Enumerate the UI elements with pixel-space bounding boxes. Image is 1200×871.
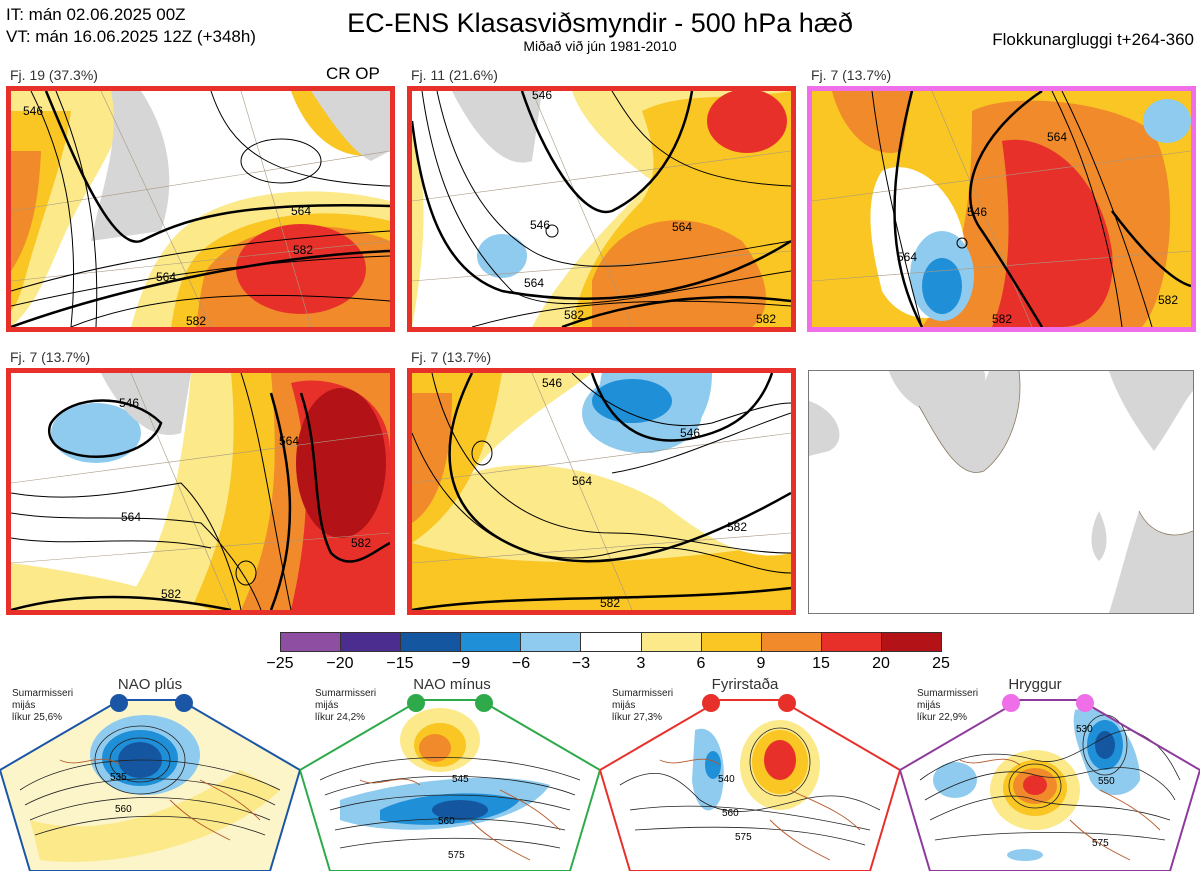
cluster-1-contour-label: 564: [291, 204, 311, 218]
colorbar-tick: −15: [386, 655, 414, 672]
cluster-2-contour-label: 546: [532, 91, 552, 102]
regime-1-title: NAO plús: [117, 676, 183, 693]
cluster-3-contour-label: 564: [897, 250, 917, 264]
cluster-1-note: CR OP: [326, 64, 380, 83]
cluster-1-map[interactable]: 546 564 564 582 582: [6, 86, 395, 332]
regime-2-note: Sumarmisseri mijás líkur 24,2%: [315, 688, 377, 723]
cluster-1-contour-label: 582: [293, 243, 313, 257]
colorbar-swatch: [821, 633, 882, 651]
colorbar-swatch: [881, 633, 942, 651]
cluster-2-contour-label: 582: [756, 312, 776, 326]
colorbar-tick: −3: [571, 655, 591, 672]
colorbar-swatch: [401, 633, 462, 651]
regime-2-contour-label: 560: [438, 816, 455, 827]
cluster-4-contour-label: 564: [279, 434, 299, 448]
colorbar-tick: 25: [932, 655, 950, 672]
classification-window: Flokkunargluggi t+264-360: [992, 30, 1194, 49]
cluster-2-contour-label: 564: [524, 276, 544, 290]
regime-4-title: Hryggur: [1008, 676, 1062, 693]
colorbar-tick: 20: [872, 655, 890, 672]
regime-4-marker-icon: [1076, 694, 1094, 712]
regime-2-map: 545 560 575: [300, 699, 600, 871]
colorbar-swatch: [521, 633, 582, 651]
cluster-1-contour-label: 582: [186, 314, 206, 327]
cluster-3-contour-label: 582: [992, 312, 1012, 326]
cluster-5-contour-label: 546: [542, 376, 562, 390]
colorbar-swatch: [581, 633, 642, 651]
colorbar-tick: −6: [511, 655, 531, 672]
regime-3-marker-icon: [702, 694, 720, 712]
colorbar-tick: −25: [266, 655, 294, 672]
cluster-5-label: Fj. 7 (13.7%): [411, 349, 492, 365]
cluster-3-label: Fj. 7 (13.7%): [811, 67, 892, 83]
cluster-5-contour-label: 582: [600, 596, 620, 610]
regime-1-marker-icon: [175, 694, 193, 712]
valid-time: VT: mán 16.06.2025 12Z (+348h): [6, 27, 256, 46]
colorbar-tick: −9: [451, 655, 471, 672]
init-time: IT: mán 02.06.2025 00Z: [6, 5, 186, 24]
cluster-4-map[interactable]: 546 564 564 582 582: [6, 368, 395, 615]
cluster-3-contour-label: 564: [1047, 130, 1067, 144]
regime-1-contour-label: 535: [110, 772, 127, 783]
cluster-2-contour-label: 582: [564, 308, 584, 322]
regime-4-note: Sumarmisseri mijás líkur 22,9%: [917, 688, 979, 723]
reference-map: [808, 370, 1194, 614]
regime-4-contour-label: 575: [1092, 838, 1109, 849]
regime-3-contour-label: 575: [735, 832, 752, 843]
regime-4-marker-icon: [1002, 694, 1020, 712]
colorbar-tick: 9: [756, 655, 766, 672]
colorbar-tick: 15: [812, 655, 830, 672]
cluster-2-contour-label: 564: [672, 220, 692, 234]
cluster-5-contour-label: 582: [727, 520, 747, 534]
colorbar-tick: −20: [326, 655, 354, 672]
colorbar-swatch: [281, 633, 342, 651]
cluster-2-map[interactable]: 546 546 564 564 582 582: [407, 86, 796, 332]
colorbar-swatch: [341, 633, 402, 651]
regime-2-title: NAO mínus: [413, 676, 491, 693]
regime-4-contour-label: 550: [1098, 776, 1115, 787]
colorbar-swatch: [461, 633, 522, 651]
regime-2-contour-label: 575: [448, 850, 465, 861]
page-title: EC-ENS Klasasviðsmyndir - 500 hPa hæð: [347, 8, 853, 38]
regime-1-marker-icon: [110, 694, 128, 712]
regime-3-title: Fyrirstaða: [711, 676, 779, 693]
cluster-5-contour-label: 546: [680, 426, 700, 440]
regime-4-map: 530 550 575: [900, 699, 1200, 871]
cluster-2-label: Fj. 11 (21.6%): [411, 67, 498, 83]
regime-2-marker-icon: [407, 694, 425, 712]
run-info: IT: mán 02.06.2025 00Z VT: mán 16.06.202…: [6, 4, 256, 48]
cluster-1-contour-label: 546: [23, 104, 43, 118]
cluster-5-contour-label: 564: [572, 474, 592, 488]
cluster-4-contour-label: 582: [161, 587, 181, 601]
regime-3-map: 540 560 575: [600, 699, 900, 871]
cluster-3-map[interactable]: 564 564 546 582 582: [807, 86, 1196, 332]
regime-3-contour-label: 560: [722, 808, 739, 819]
regime-2-contour-label: 545: [452, 774, 469, 785]
cluster-1-contour-label: 564: [156, 270, 176, 284]
cluster-4-label: Fj. 7 (13.7%): [10, 349, 91, 365]
cluster-4-contour-label: 564: [121, 510, 141, 524]
regime-1-contour-label: 560: [115, 804, 132, 815]
colorbar-tick: 6: [696, 655, 706, 672]
cluster-3-contour-label: 582: [1158, 293, 1178, 307]
regime-3-contour-label: 540: [718, 774, 735, 785]
page-subtitle: Miðað við jún 1981-2010: [523, 38, 677, 54]
cluster-1-label: Fj. 19 (37.3%): [10, 67, 98, 83]
colorbar-swatch: [641, 633, 702, 651]
cluster-3-contour-label: 546: [967, 205, 987, 219]
cluster-5-map[interactable]: 546 546 564 582 582: [407, 368, 796, 615]
cluster-4-contour-label: 546: [119, 396, 139, 410]
colorbar-tick: 3: [636, 655, 646, 672]
regime-4-contour-label: 530: [1076, 724, 1093, 735]
regime-1-map: 535 560: [0, 699, 300, 871]
regime-1-note: Sumarmisseri mijás líkur 25,6%: [12, 688, 74, 723]
cluster-2-contour-label: 546: [530, 218, 550, 232]
regime-2-marker-icon: [475, 694, 493, 712]
cluster-4-contour-label: 582: [351, 536, 371, 550]
regime-3-marker-icon: [778, 694, 796, 712]
colorbar: [280, 632, 942, 652]
colorbar-swatch: [761, 633, 822, 651]
regime-3-note: Sumarmisseri mijás líkur 27,3%: [612, 688, 674, 723]
colorbar-swatch: [701, 633, 762, 651]
